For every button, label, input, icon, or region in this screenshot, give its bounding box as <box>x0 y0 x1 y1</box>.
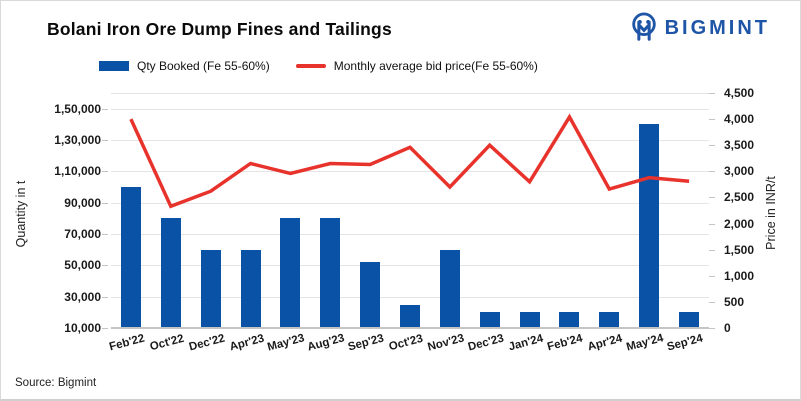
qty-bar <box>160 218 181 328</box>
legend-label: Qty Booked (Fe 55-60%) <box>137 59 270 73</box>
left-axis-tick <box>102 265 108 267</box>
qty-bar <box>320 218 341 328</box>
bigmint-owl-icon <box>629 11 659 45</box>
qty-bar <box>599 312 620 328</box>
left-axis-tick <box>102 296 108 298</box>
left-axis-tick-label: 10,000 <box>64 321 101 335</box>
right-axis-tick-label: 2,500 <box>724 190 755 205</box>
x-axis-category-label: Dec'23 <box>466 332 505 354</box>
qty-bar <box>400 304 420 328</box>
right-axis-title: Price in INR/t <box>764 176 778 250</box>
left-axis-tick-label: 50,000 <box>64 258 101 273</box>
right-axis-tick <box>709 119 715 121</box>
gridline <box>111 265 709 267</box>
left-axis-tick <box>102 328 108 329</box>
gridline <box>111 93 709 94</box>
gridline <box>111 140 709 141</box>
gridline <box>111 296 709 298</box>
qty-bar <box>240 249 261 328</box>
x-axis-category-label: Oct'23 <box>387 332 425 354</box>
qty-bar <box>479 312 500 328</box>
x-axis-category-label: Oct'22 <box>148 332 186 354</box>
x-axis-category-label: Nov'23 <box>426 332 466 354</box>
legend: Qty Booked (Fe 55-60%) Monthly average b… <box>99 59 538 73</box>
x-axis-category-label: Dec'22 <box>187 332 226 354</box>
left-axis-tick-label: 30,000 <box>64 289 101 304</box>
left-axis-tick-label: 90,000 <box>64 195 101 210</box>
x-axis-category-label: Sep'23 <box>346 332 386 354</box>
qty-bar <box>679 312 700 328</box>
right-axis-tick-label: 1,000 <box>724 268 755 283</box>
left-axis-tick-label: 1,50,000 <box>54 101 101 116</box>
qty-bar <box>280 218 301 328</box>
gridline <box>111 108 709 110</box>
gridline <box>111 234 709 235</box>
right-axis-tick <box>709 249 715 251</box>
left-axis-tick-label: 1,10,000 <box>54 164 101 179</box>
right-axis-tick <box>709 301 715 303</box>
right-axis-tick-label: 4,500 <box>724 86 755 100</box>
left-axis-tick-label: 70,000 <box>64 227 101 241</box>
left-axis-tick <box>102 171 108 173</box>
brand-logo: BIGMINT <box>629 11 770 45</box>
line-series-swatch <box>295 64 326 68</box>
legend-item-qty: Qty Booked (Fe 55-60%) <box>99 59 270 73</box>
left-axis-tick <box>102 234 108 235</box>
left-axis-title: Quantity in t <box>14 180 28 248</box>
legend-label: Monthly average bid price(Fe 55-60%) <box>333 59 538 73</box>
right-axis-tick-label: 500 <box>724 294 745 309</box>
qty-bar <box>519 312 540 328</box>
plot-area: 1,50,000 1,30,000 1,10,000 90,000 70,000 50,0… <box>54 86 754 354</box>
qty-bar <box>559 312 580 328</box>
x-axis-category-label: Apr'23 <box>227 332 266 354</box>
gridline <box>111 171 709 173</box>
qty-bar <box>439 249 460 328</box>
right-axis-tick-label: 2,000 <box>724 216 755 231</box>
x-axis-category-label: Feb'22 <box>107 332 146 354</box>
qty-bar <box>200 249 221 328</box>
left-axis-tick-label: 1,30,000 <box>54 133 101 147</box>
x-axis-category-label: Aug'23 <box>306 332 347 354</box>
x-axis-line <box>111 327 709 329</box>
brand-name: BIGMINT <box>664 16 770 39</box>
right-axis-tick <box>709 328 715 329</box>
qty-bar <box>360 262 381 328</box>
x-axis-category-label: Feb'24 <box>546 332 585 354</box>
right-axis-tick <box>709 275 715 277</box>
right-axis-tick <box>709 197 715 199</box>
x-axis-category-label: Jan'24 <box>506 332 545 354</box>
right-axis-tick <box>709 223 715 225</box>
source-note: Source: Bigmint <box>15 377 97 389</box>
right-axis-tick-label: 1,500 <box>724 242 755 257</box>
price-line <box>129 113 690 209</box>
legend-item-price: Monthly average bid price(Fe 55-60%) <box>295 59 538 73</box>
x-axis-category-label: May'24 <box>625 332 666 354</box>
right-axis-tick-label: 0 <box>724 321 731 335</box>
right-axis-tick <box>709 171 715 173</box>
x-axis-category-label: Sep'24 <box>665 332 705 354</box>
right-axis-tick-label: 3,500 <box>724 138 755 153</box>
right-axis-tick <box>709 93 715 94</box>
gridline <box>111 202 709 204</box>
bar-series-swatch <box>99 61 129 71</box>
left-axis-tick <box>102 108 108 110</box>
right-axis-tick-label: 4,000 <box>724 112 755 127</box>
right-axis-tick-label: 3,000 <box>724 164 755 179</box>
qty-bar <box>120 187 141 328</box>
left-axis-tick <box>102 202 108 204</box>
qty-bar <box>639 124 660 328</box>
x-axis-category-label: Apr'24 <box>586 332 624 354</box>
page-title: Bolani Iron Ore Dump Fines and Tailings <box>47 19 392 39</box>
right-axis-tick <box>709 145 715 147</box>
left-axis-tick <box>102 140 108 141</box>
x-axis-category-label: May'23 <box>266 332 307 354</box>
